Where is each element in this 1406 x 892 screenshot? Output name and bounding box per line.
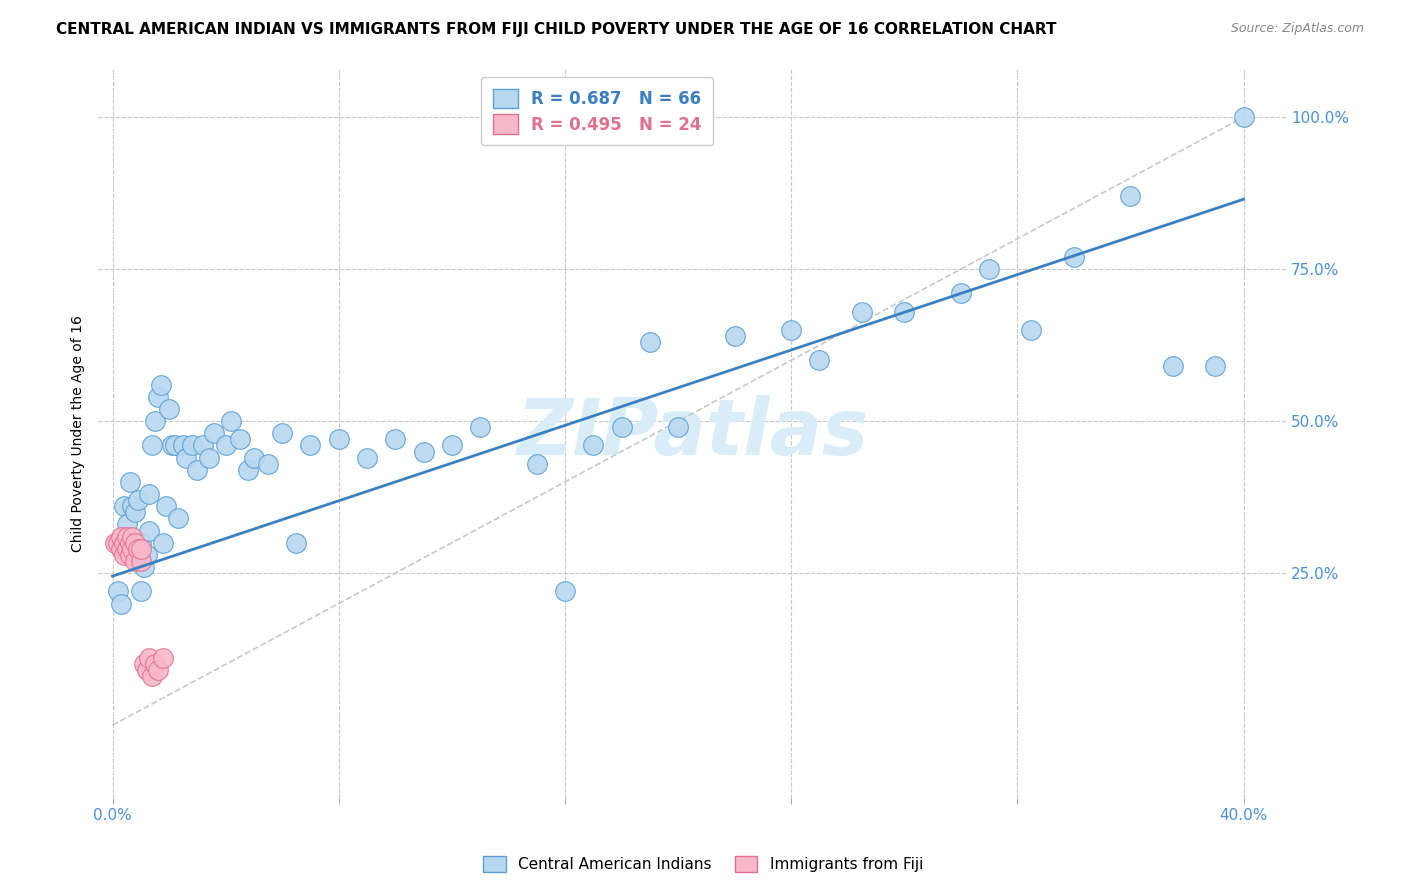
Point — [121, 541, 143, 556]
Point — [384, 433, 406, 447]
Point — [440, 438, 463, 452]
Point — [1204, 359, 1226, 374]
Point — [152, 535, 174, 549]
Point — [112, 500, 135, 514]
Point — [115, 541, 138, 556]
Point — [135, 548, 157, 562]
Point — [127, 541, 149, 556]
Point — [186, 463, 208, 477]
Point — [197, 450, 219, 465]
Point — [143, 414, 166, 428]
Point — [118, 548, 141, 562]
Point — [124, 505, 146, 519]
Point — [112, 548, 135, 562]
Point — [138, 651, 160, 665]
Point — [638, 335, 661, 350]
Legend: R = 0.687   N = 66, R = 0.495   N = 24: R = 0.687 N = 66, R = 0.495 N = 24 — [481, 77, 713, 145]
Point — [124, 541, 146, 556]
Point — [152, 651, 174, 665]
Point — [1063, 250, 1085, 264]
Point — [257, 457, 280, 471]
Y-axis label: Child Poverty Under the Age of 16: Child Poverty Under the Age of 16 — [72, 315, 86, 552]
Point — [723, 329, 745, 343]
Point — [129, 535, 152, 549]
Point — [356, 450, 378, 465]
Point — [129, 584, 152, 599]
Point — [780, 323, 803, 337]
Point — [110, 541, 132, 556]
Point — [174, 450, 197, 465]
Point — [172, 438, 194, 452]
Point — [299, 438, 322, 452]
Point — [526, 457, 548, 471]
Point — [121, 500, 143, 514]
Point — [180, 438, 202, 452]
Point — [135, 664, 157, 678]
Point — [977, 262, 1000, 277]
Point — [110, 530, 132, 544]
Point — [124, 535, 146, 549]
Point — [104, 535, 127, 549]
Point — [146, 664, 169, 678]
Point — [191, 438, 214, 452]
Point — [949, 286, 972, 301]
Point — [143, 657, 166, 672]
Point — [146, 390, 169, 404]
Point — [157, 401, 180, 416]
Text: CENTRAL AMERICAN INDIAN VS IMMIGRANTS FROM FIJI CHILD POVERTY UNDER THE AGE OF 1: CENTRAL AMERICAN INDIAN VS IMMIGRANTS FR… — [56, 22, 1057, 37]
Point — [118, 475, 141, 489]
Point — [112, 535, 135, 549]
Point — [107, 535, 129, 549]
Point — [1232, 110, 1254, 124]
Point — [202, 426, 225, 441]
Point — [129, 554, 152, 568]
Point — [166, 511, 188, 525]
Point — [141, 438, 163, 452]
Point — [141, 669, 163, 683]
Point — [893, 304, 915, 318]
Point — [115, 517, 138, 532]
Point — [554, 584, 576, 599]
Point — [132, 657, 155, 672]
Point — [243, 450, 266, 465]
Point — [221, 414, 243, 428]
Point — [666, 420, 689, 434]
Point — [1021, 323, 1043, 337]
Point — [238, 463, 260, 477]
Point — [582, 438, 605, 452]
Legend: Central American Indians, Immigrants from Fiji: Central American Indians, Immigrants fro… — [475, 848, 931, 880]
Point — [110, 597, 132, 611]
Point — [229, 433, 252, 447]
Point — [115, 530, 138, 544]
Point — [155, 500, 177, 514]
Point — [163, 438, 186, 452]
Point — [138, 487, 160, 501]
Point — [412, 444, 434, 458]
Point — [1119, 189, 1142, 203]
Text: Source: ZipAtlas.com: Source: ZipAtlas.com — [1230, 22, 1364, 36]
Point — [124, 554, 146, 568]
Point — [149, 377, 172, 392]
Point — [808, 353, 831, 368]
Point — [107, 584, 129, 599]
Point — [121, 530, 143, 544]
Point — [118, 535, 141, 549]
Point — [285, 535, 308, 549]
Point — [132, 560, 155, 574]
Point — [610, 420, 633, 434]
Point — [468, 420, 491, 434]
Point — [127, 493, 149, 508]
Point — [851, 304, 873, 318]
Point — [138, 524, 160, 538]
Point — [1161, 359, 1184, 374]
Point — [215, 438, 238, 452]
Text: ZIPatlas: ZIPatlas — [516, 395, 869, 471]
Point — [160, 438, 183, 452]
Point — [271, 426, 294, 441]
Point — [328, 433, 350, 447]
Point — [129, 541, 152, 556]
